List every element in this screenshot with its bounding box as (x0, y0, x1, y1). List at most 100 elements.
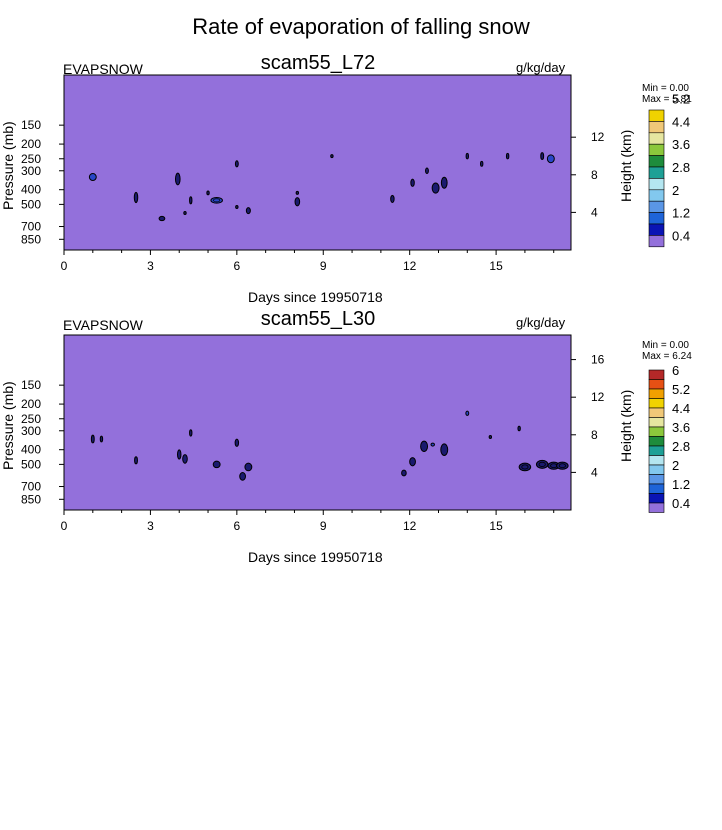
min-stat: Min = 0.00 (642, 83, 689, 94)
y-tick-label: 850 (21, 232, 41, 246)
panel-scam55-l72: 0 3 6 9 12 15 150 200 250 300 400 500 700 850 12 8 4 0.4 1… (0, 50, 722, 340)
contour-feature (425, 167, 429, 175)
contour-feature (210, 197, 223, 204)
contour-line (521, 464, 529, 470)
contour-feature (440, 176, 448, 189)
y2-tick-label: 4 (591, 205, 598, 219)
contour-feature (465, 410, 470, 416)
contour-feature (546, 154, 555, 164)
y2-tick-label: 4 (591, 465, 598, 479)
colorbar-box (648, 369, 665, 380)
colorbar-box (648, 132, 665, 145)
colorbar-box (648, 223, 665, 236)
contour-feature (134, 456, 138, 465)
contour-feature (133, 191, 139, 204)
colorbar-label: 1.2 (672, 206, 690, 221)
figure-title: Rate of evaporation of falling snow (192, 14, 530, 39)
y-tick-label: 400 (21, 183, 41, 197)
contour-feature (465, 152, 469, 160)
contour-feature (99, 435, 104, 443)
contour-feature (234, 438, 240, 447)
y-tick-label: 300 (21, 424, 41, 438)
contour-feature (479, 160, 484, 167)
colorbar-box (648, 436, 665, 447)
colorbar-box (648, 178, 665, 191)
contour-feature (294, 197, 301, 207)
y2-tick-label: 16 (591, 353, 605, 367)
x-tick-label: 0 (61, 259, 68, 273)
units-label: g/kg/day (516, 315, 566, 330)
contour-feature (410, 178, 415, 187)
x-axis-label: Days since 19950718 (248, 289, 383, 305)
plot-area (64, 75, 571, 250)
contour-feature (505, 152, 510, 160)
y-tick-label: 250 (21, 152, 41, 166)
y-tick-label: 850 (21, 492, 41, 506)
contour-feature (488, 435, 493, 440)
y2-tick-label: 8 (591, 428, 598, 442)
max-stat: Max = 5.81 (642, 94, 692, 105)
colorbar-box (648, 143, 665, 156)
y-axis-label: Pressure (mb) (0, 381, 16, 470)
y-tick-label: 300 (21, 164, 41, 178)
x-tick-label: 12 (403, 519, 417, 533)
colorbar-label: 3.6 (672, 420, 690, 435)
variable-name: EVAPSNOW (63, 317, 143, 333)
y-tick-label: 700 (21, 480, 41, 494)
max-stat: Max = 6.24 (642, 351, 692, 362)
variable-name: EVAPSNOW (63, 61, 143, 77)
contour-feature (235, 204, 239, 209)
colorbar-box (648, 445, 665, 456)
contour-line (538, 461, 546, 467)
y-tick-label: 500 (21, 457, 41, 471)
plot-area (64, 335, 571, 510)
contour-feature (183, 211, 187, 216)
contour-feature (420, 440, 429, 453)
contour-feature (431, 182, 440, 194)
y-tick-label: 150 (21, 118, 41, 132)
contour-feature (212, 460, 221, 469)
colorbar-label: 0.4 (672, 496, 690, 511)
x-tick-label: 6 (233, 519, 240, 533)
y2-tick-label: 12 (591, 390, 605, 404)
x-tick-label: 3 (147, 259, 154, 273)
contour-feature (535, 459, 549, 469)
x-tick-label: 9 (320, 259, 327, 273)
contour-line (558, 463, 566, 469)
colorbar-label: 6 (672, 363, 679, 378)
colorbar-label: 3.6 (672, 137, 690, 152)
contour-feature (174, 172, 181, 186)
contour-feature (430, 442, 435, 447)
colorbar-box (648, 455, 665, 466)
colorbar-label: 4.4 (672, 114, 690, 129)
colorbar-box (648, 121, 665, 134)
contour-feature (330, 154, 334, 159)
colorbar-label: 5.2 (672, 382, 690, 397)
y2-tick-label: 8 (591, 168, 598, 182)
colorbar-box (648, 398, 665, 409)
x-tick-label: 15 (489, 519, 503, 533)
y-tick-label: 500 (21, 197, 41, 211)
colorbar-label: 5.2 (672, 92, 690, 107)
plot-frame (63, 74, 572, 251)
x-tick-label: 0 (61, 519, 68, 533)
contour-feature (239, 472, 246, 481)
contour-feature (176, 449, 182, 460)
contour-feature (206, 190, 210, 196)
colorbar-label: 2.8 (672, 160, 690, 175)
x-tick-label: 9 (320, 519, 327, 533)
colorbar-box (648, 417, 665, 428)
colorbar-box (648, 166, 665, 179)
case-title: scam55_L30 (260, 308, 376, 330)
y-tick-label: 700 (21, 220, 41, 234)
x-tick-label: 6 (233, 259, 240, 273)
colorbar-box (648, 212, 665, 225)
min-stat: Min = 0.00 (642, 340, 689, 351)
y-tick-label: 400 (21, 443, 41, 457)
colorbar-box (648, 493, 665, 504)
colorbar-box (648, 155, 665, 168)
colorbar-label: 1.2 (672, 477, 690, 492)
colorbar-box (648, 464, 665, 475)
contour-feature (90, 434, 95, 444)
case-title: scam55_L72 (260, 52, 376, 74)
